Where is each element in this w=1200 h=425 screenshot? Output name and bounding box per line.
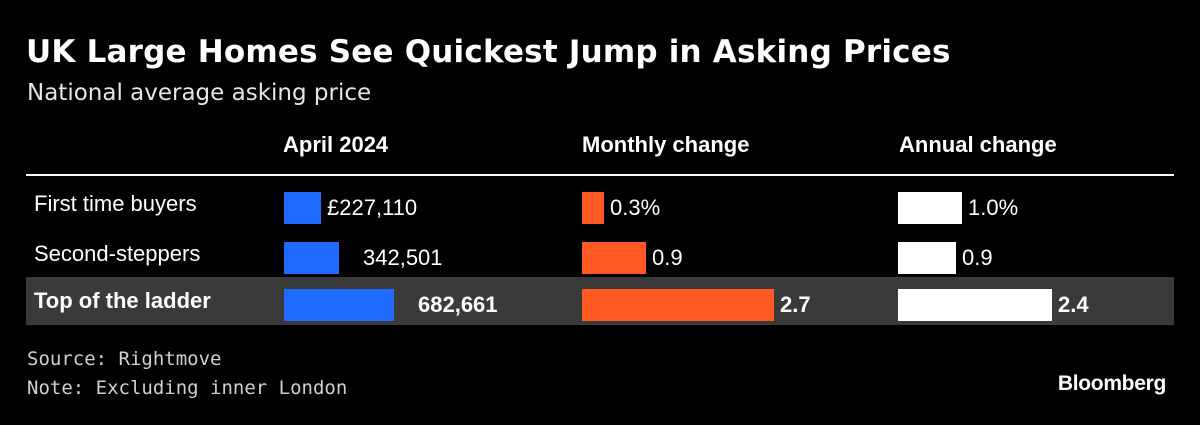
chart-title: UK Large Homes See Quickest Jump in Aski… (26, 34, 951, 70)
monthly-value-label: 0.3% (610, 195, 661, 220)
row-label: Top of the ladder (34, 288, 211, 313)
monthly-value-label: 2.7 (780, 292, 811, 317)
row-label: First time buyers (34, 191, 197, 216)
table-row: Top of the ladder 682,661 2.7 2.4 (26, 277, 1174, 325)
price-bar (284, 289, 394, 321)
monthly-bar (582, 289, 774, 321)
column-header-price: April 2024 (283, 132, 389, 157)
monthly-bar (582, 192, 604, 224)
chart-subtitle: National average asking price (27, 80, 372, 106)
annual-value-label: 2.4 (1058, 292, 1089, 317)
source-note: Source: Rightmove (27, 348, 222, 370)
footnote: Note: Excluding inner London (27, 377, 348, 399)
annual-value-label: 0.9 (962, 245, 993, 270)
monthly-value-label: 0.9 (652, 245, 683, 270)
table-row: Second-steppers 342,501 0.9 0.9 (26, 230, 1174, 278)
table-row: First time buyers £227,110 0.3% 1.0% (26, 180, 1174, 228)
monthly-bar (582, 242, 646, 274)
header-rule (26, 174, 1174, 176)
price-bar (284, 192, 321, 224)
annual-value-label: 1.0% (968, 195, 1019, 220)
annual-bar (898, 192, 962, 224)
annual-bar (898, 289, 1052, 321)
bloomberg-logo: Bloomberg (1057, 372, 1166, 395)
price-value-label: £227,110 (327, 195, 418, 220)
price-value-label: 342,501 (363, 245, 443, 270)
annual-bar (898, 242, 956, 274)
column-header-monthly-change: Monthly change (582, 132, 750, 157)
price-bar (284, 242, 339, 274)
price-value-label: 682,661 (418, 292, 498, 317)
row-label: Second-steppers (34, 241, 201, 266)
column-header-annual-change: Annual change (899, 132, 1057, 157)
